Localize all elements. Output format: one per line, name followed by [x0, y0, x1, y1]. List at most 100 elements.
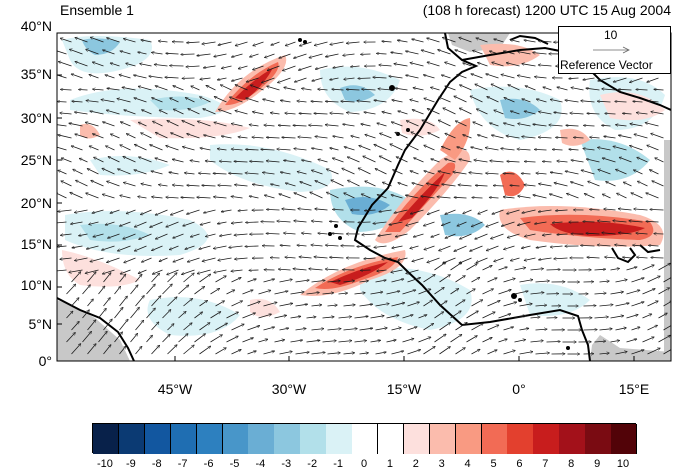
wind-vector	[538, 209, 552, 212]
wind-vector	[311, 352, 326, 355]
wind-vector	[658, 288, 670, 295]
wind-vector	[361, 124, 371, 127]
wind-vector	[279, 303, 293, 307]
wind-vector	[380, 133, 392, 139]
wind-vector	[295, 352, 310, 355]
wind-vector	[486, 245, 499, 251]
wind-vector	[524, 185, 536, 186]
wind-vector	[325, 53, 339, 57]
wind-vector	[633, 101, 643, 102]
wind-vector	[263, 279, 275, 283]
wind-vector	[597, 101, 611, 102]
wind-vector	[630, 124, 643, 127]
wind-vector	[344, 193, 355, 199]
wind-vector	[630, 146, 643, 151]
wind-vector	[158, 185, 168, 186]
wind-vector	[246, 222, 259, 223]
wind-vector	[482, 289, 494, 295]
wind-vector	[235, 41, 248, 46]
wind-vector	[250, 85, 264, 91]
wind-vector	[536, 99, 547, 103]
wind-vector	[290, 292, 305, 295]
wind-vector	[215, 301, 225, 307]
wind-vector	[86, 193, 99, 199]
wind-vector	[658, 263, 671, 271]
wind-vector	[311, 329, 324, 330]
wind-vector	[245, 173, 259, 174]
wind-vector	[298, 209, 312, 210]
wind-vector	[534, 77, 547, 78]
colorbar-swatch	[533, 424, 560, 454]
wind-vector	[166, 221, 179, 227]
wind-vector	[139, 157, 152, 163]
wind-vector	[71, 298, 80, 307]
wind-vector	[290, 340, 303, 343]
lon-label-45w: 45°W	[157, 381, 193, 397]
wind-vector	[90, 111, 104, 115]
wind-vector	[107, 257, 120, 263]
wind-vector	[599, 329, 613, 330]
wind-vector	[610, 340, 620, 342]
wind-vector	[159, 110, 168, 115]
wind-vector	[242, 313, 256, 319]
wind-vector	[386, 291, 400, 295]
colorbar-swatch	[352, 424, 379, 454]
wind-vector	[615, 101, 627, 102]
wind-vector	[186, 66, 200, 67]
wind-vector	[150, 221, 163, 227]
wind-vector	[103, 319, 113, 331]
wind-vector	[299, 41, 312, 46]
wind-vector	[205, 161, 216, 162]
wind-vector	[299, 113, 312, 114]
wind-vector	[507, 161, 520, 162]
wind-vector	[492, 62, 504, 67]
wind-vector	[602, 125, 611, 126]
wind-vector	[297, 172, 307, 175]
wind-vector	[517, 75, 531, 79]
wind-vector	[220, 85, 232, 91]
wind-vector	[134, 221, 147, 227]
wind-vector	[300, 182, 312, 187]
wind-vector	[442, 184, 456, 187]
wind-vector	[418, 337, 431, 343]
wind-vector	[235, 185, 248, 186]
wind-vector	[605, 113, 616, 114]
wind-vector	[261, 149, 275, 150]
wind-vector	[534, 221, 547, 224]
wind-vector	[590, 209, 600, 210]
wind-vector	[566, 125, 579, 126]
wind-vector	[214, 97, 227, 103]
wind-vector	[185, 245, 195, 249]
wind-vector	[586, 159, 600, 163]
wind-vector	[374, 144, 387, 151]
wind-vector	[343, 281, 355, 282]
wind-vector	[271, 41, 280, 45]
wind-vector	[333, 65, 344, 68]
wind-vector	[647, 301, 659, 307]
wind-vector	[536, 245, 547, 248]
wind-vector	[524, 257, 536, 261]
wind-vector	[522, 64, 536, 67]
wind-vector	[279, 351, 293, 355]
wind-vector	[327, 305, 338, 306]
wind-vector	[146, 284, 156, 295]
wind-vector	[151, 296, 161, 307]
wind-vector	[407, 278, 421, 283]
wind-vector	[183, 298, 193, 307]
wind-vector	[392, 100, 403, 103]
wind-vector	[637, 181, 648, 187]
wind-vector	[231, 278, 242, 283]
wind-vector	[506, 63, 520, 67]
wind-vector	[411, 132, 424, 139]
wind-vector	[510, 40, 520, 43]
wind-vector	[183, 273, 195, 283]
colorbar-swatch	[170, 424, 198, 454]
wind-vector	[351, 136, 360, 139]
wind-vector	[293, 269, 307, 270]
wind-vector	[647, 276, 661, 283]
wind-vector	[613, 221, 627, 222]
wind-vector	[522, 99, 531, 103]
wind-vector	[199, 300, 208, 307]
wind-vector	[330, 77, 339, 80]
wind-vector	[554, 112, 568, 115]
